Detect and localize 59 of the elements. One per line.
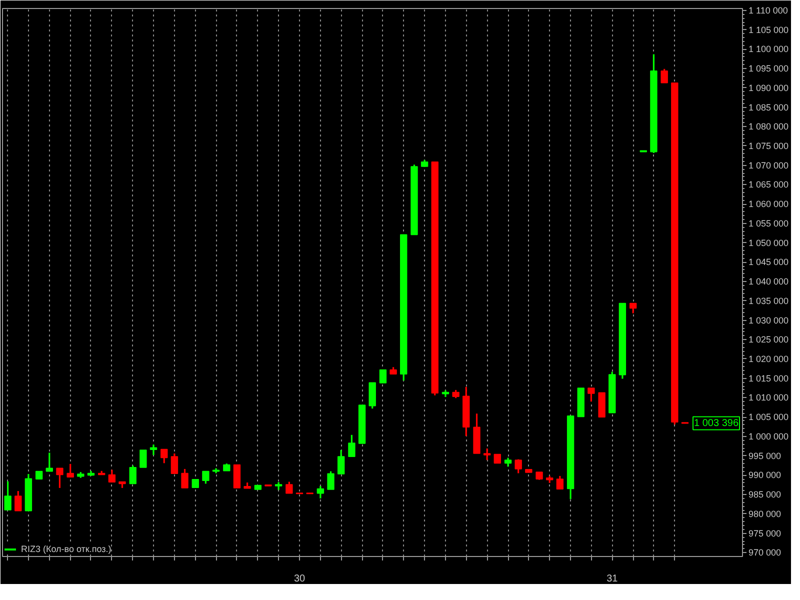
y-tick-label: 1 040 000	[748, 276, 789, 287]
annotation: 1 003 396	[694, 418, 739, 429]
candlestick	[233, 464, 241, 488]
candlestick	[629, 302, 637, 314]
y-tick-label: 1 090 000	[748, 82, 789, 93]
y-tick-label: 980 000	[748, 508, 782, 519]
candlestick	[140, 450, 147, 468]
candlestick	[286, 480, 293, 494]
y-tick-label: 1 050 000	[748, 238, 789, 248]
y-tick-label: 1 060 000	[748, 199, 789, 210]
candlestick	[129, 464, 136, 484]
y-tick-label: 1 100 000	[748, 44, 789, 54]
y-tick-label: 1 005 000	[748, 412, 789, 422]
y-tick-label: 1 110 000	[748, 5, 788, 16]
y-tick-label: 1 020 000	[748, 354, 789, 364]
y-tick-label: 995 000	[748, 450, 782, 461]
candlestick	[588, 387, 595, 402]
candlestick	[556, 475, 564, 490]
candlestick	[170, 452, 178, 474]
y-tick-label: 1 075 000	[748, 140, 789, 151]
legend-label: RIZ3 (Кол-во отк.поз.)	[21, 544, 112, 554]
candlestick	[181, 468, 188, 489]
y-tick-label: 1 095 000	[748, 64, 789, 74]
y-tick-label: 1 105 000	[748, 24, 789, 35]
y-tick-label: 1 070 000	[748, 160, 789, 170]
candlestick	[368, 382, 376, 410]
y-tick-label: 1 035 000	[748, 296, 789, 306]
candlestick	[660, 68, 668, 84]
y-tick-label: 985 000	[748, 490, 782, 500]
y-tick-label: 1 080 000	[748, 122, 789, 132]
candlestick	[160, 448, 168, 464]
y-tick-label: 975 000	[748, 528, 782, 538]
y-tick-label: 1 055 000	[748, 218, 789, 228]
candlestick	[337, 449, 345, 475]
candlestick	[514, 458, 522, 474]
candlestick	[108, 468, 116, 483]
candlestick	[483, 448, 491, 461]
candlestick	[202, 470, 210, 484]
y-tick-label: 990 000	[748, 470, 782, 480]
y-tick-label: 1 025 000	[748, 334, 789, 345]
candlestick	[316, 485, 324, 500]
y-tick-label: 1 010 000	[748, 392, 789, 403]
y-tick-label: 1 000 000	[748, 431, 789, 442]
candlestick	[150, 444, 158, 456]
y-tick-label: 1 030 000	[748, 315, 789, 326]
candlestick	[379, 369, 387, 384]
candlestick	[4, 480, 12, 511]
y-tick-label: 970 000	[748, 548, 782, 558]
candlestick	[14, 490, 22, 512]
y-tick-label: 1 045 000	[748, 257, 789, 268]
candlestick	[56, 467, 64, 489]
candlestick	[66, 463, 74, 478]
x-tick-label: 31	[606, 574, 618, 584]
y-tick-label: 1 065 000	[748, 180, 789, 190]
candlestick	[327, 470, 334, 490]
candlestick	[348, 434, 356, 458]
x-tick-label: 30	[294, 574, 306, 584]
y-tick-label: 1 085 000	[748, 102, 789, 112]
y-tick-label: 1 015 000	[748, 373, 789, 384]
